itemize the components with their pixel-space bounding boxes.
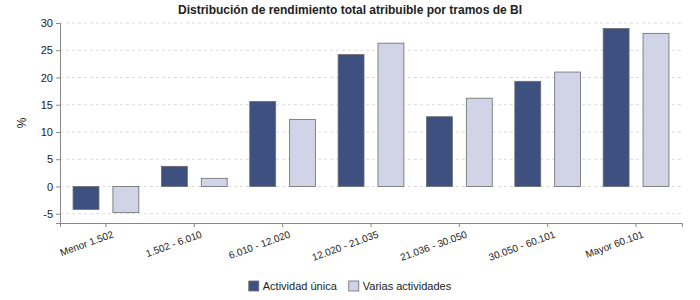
- x-tick: Mayor 60.101: [584, 223, 646, 260]
- y-tick: 15: [41, 99, 60, 111]
- legend-label: Actividad única: [263, 280, 338, 292]
- y-axis: -5 0 5 10 15 20 25 30: [41, 17, 61, 223]
- bar: [426, 117, 452, 187]
- y-tick: 0: [47, 181, 60, 193]
- x-tick-label: 1.502 - 6.010: [144, 228, 204, 259]
- y-tick-label: 10: [41, 126, 53, 138]
- legend-label: Varias actividades: [363, 280, 452, 292]
- x-tick-mark: [282, 223, 283, 227]
- bar: [113, 186, 139, 212]
- bars: [73, 28, 669, 212]
- bar: [338, 55, 364, 187]
- y-tick: 25: [41, 44, 60, 56]
- y-tick-label: -5: [43, 208, 53, 220]
- legend-swatch: [349, 281, 359, 291]
- grid-line: [60, 104, 682, 105]
- y-axis-line: [56, 24, 61, 224]
- y-tick-mark: [56, 132, 60, 133]
- legend: Actividad única Varias actividades: [249, 280, 452, 292]
- grid: [60, 23, 682, 214]
- x-tick-mark: [636, 223, 637, 227]
- y-tick-mark: [56, 159, 60, 160]
- x-axis: Menor 1.502 1.502 - 6.010 6.010 - 12.020 12…: [58, 223, 682, 263]
- y-tick-mark: [56, 186, 60, 187]
- chart: -5 0 5 10 15 20 25 30 Menor 1.502 1.502 - 6.010 6.…: [0, 0, 700, 300]
- bar: [603, 28, 629, 186]
- grid-line: [60, 131, 682, 132]
- legend-item: Actividad única: [249, 280, 338, 292]
- y-tick: 10: [41, 126, 60, 138]
- bar: [466, 98, 492, 186]
- x-tick: Menor 1.502: [58, 223, 115, 258]
- title: Distribución de rendimiento total atribu…: [178, 3, 522, 17]
- x-tick: 1.502 - 6.010: [144, 223, 204, 259]
- y-tick: 5: [47, 153, 60, 165]
- bar: [161, 166, 187, 186]
- x-tick-label: 12.020 - 21.035: [310, 228, 380, 262]
- x-tick-label: 21.036 - 30.050: [399, 228, 469, 262]
- series: [113, 33, 669, 212]
- y-tick: 20: [41, 72, 60, 84]
- legend-swatch: [249, 281, 259, 291]
- y-tick: -5: [43, 208, 60, 220]
- y-tick-mark: [56, 214, 60, 215]
- x-tick-mark: [459, 223, 460, 227]
- bar: [290, 119, 316, 186]
- y-tick-label: 15: [41, 99, 53, 111]
- y-tick-mark: [56, 50, 60, 51]
- x-tick-mark: [105, 223, 106, 227]
- x-tick: 30.050 - 60.101: [487, 223, 557, 263]
- x-tick: 6.010 - 12.020: [227, 223, 292, 261]
- x-tick-label: Menor 1.502: [58, 228, 115, 258]
- y-tick-mark: [56, 105, 60, 106]
- x-tick: 12.020 - 21.035: [310, 223, 380, 263]
- y-axis-title: %: [15, 117, 29, 128]
- y-tick: 30: [41, 17, 60, 29]
- series: [73, 28, 629, 209]
- y-tick-label: 20: [41, 72, 53, 84]
- bar: [515, 81, 541, 186]
- x-tick-label: 6.010 - 12.020: [227, 228, 292, 261]
- x-tick-mark: [194, 223, 195, 227]
- bar: [378, 43, 404, 186]
- legend-item: Varias actividades: [349, 280, 452, 292]
- y-tick-mark: [56, 77, 60, 78]
- x-axis-line: [61, 224, 683, 228]
- x-tick: 21.036 - 30.050: [399, 223, 469, 263]
- grid-line: [60, 77, 682, 78]
- y-tick-label: 25: [41, 44, 53, 56]
- x-tick-mark: [547, 223, 548, 227]
- bar: [643, 33, 669, 186]
- grid-line: [60, 50, 682, 51]
- grid-line: [60, 213, 682, 214]
- y-tick-label: 0: [47, 181, 53, 193]
- grid-line: [60, 23, 682, 24]
- bar: [555, 72, 581, 186]
- grid-line: [60, 186, 682, 187]
- y-tick-mark: [56, 23, 60, 24]
- bar: [73, 186, 99, 209]
- y-tick-label: 5: [47, 153, 53, 165]
- x-tick-label: Mayor 60.101: [584, 228, 646, 259]
- grid-line: [60, 159, 682, 160]
- bar: [250, 101, 276, 186]
- x-tick-mark: [371, 223, 372, 227]
- x-tick-label: 30.050 - 60.101: [487, 228, 557, 262]
- y-tick-label: 30: [41, 17, 53, 29]
- bar: [201, 178, 227, 186]
